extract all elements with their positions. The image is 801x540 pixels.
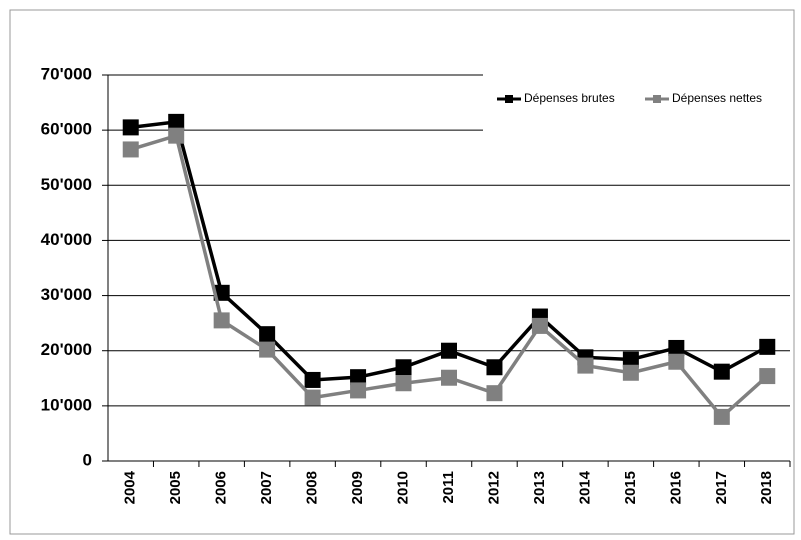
x-tick-label: 2005 xyxy=(167,471,184,504)
legend-label: Dépenses brutes xyxy=(524,91,615,105)
x-tick-label: 2009 xyxy=(349,471,366,504)
data-point xyxy=(350,369,367,386)
x-tick-label: 2007 xyxy=(258,471,275,504)
legend-box xyxy=(483,68,792,132)
data-point xyxy=(259,341,276,358)
data-point xyxy=(668,339,685,356)
y-tick-label: 40'000 xyxy=(41,230,92,249)
legend-marker xyxy=(653,95,661,103)
data-point xyxy=(759,368,776,385)
data-point xyxy=(713,363,730,380)
x-tick-label: 2010 xyxy=(395,471,412,504)
data-point xyxy=(486,385,503,402)
y-tick-label: 30'000 xyxy=(41,285,92,304)
data-point xyxy=(441,369,457,386)
data-point xyxy=(395,359,412,376)
data-point xyxy=(350,382,367,399)
data-point xyxy=(304,371,321,388)
data-point xyxy=(168,113,185,130)
data-point xyxy=(441,342,457,359)
x-tick-label: 2015 xyxy=(622,471,639,504)
data-point xyxy=(577,357,594,374)
data-point xyxy=(213,312,230,329)
y-tick-label: 20'000 xyxy=(41,340,92,359)
x-tick-label: 2018 xyxy=(758,471,775,504)
data-point xyxy=(622,351,639,368)
x-tick-label: 2011 xyxy=(440,471,457,504)
data-point xyxy=(122,119,139,136)
data-point xyxy=(713,408,730,425)
x-tick-label: 2013 xyxy=(531,471,548,504)
x-tick-label: 2012 xyxy=(485,471,502,504)
data-point xyxy=(622,364,639,381)
x-tick-label: 2017 xyxy=(713,471,730,504)
x-tick-label: 2006 xyxy=(213,471,230,504)
y-tick-label: 70'000 xyxy=(41,64,92,83)
data-point xyxy=(668,353,685,370)
y-tick-label: 50'000 xyxy=(41,175,92,194)
data-point xyxy=(122,141,139,158)
legend-label: Dépenses nettes xyxy=(672,91,762,105)
data-point xyxy=(395,375,412,392)
x-tick-label: 2004 xyxy=(122,470,139,504)
y-tick-label: 0 xyxy=(83,450,92,469)
chart-frame xyxy=(9,9,795,535)
data-point xyxy=(304,389,321,406)
data-point xyxy=(486,359,503,376)
data-point xyxy=(168,127,185,144)
y-tick-label: 10'000 xyxy=(41,395,92,414)
data-point xyxy=(759,338,776,355)
x-tick-label: 2008 xyxy=(304,471,321,504)
legend-marker xyxy=(505,95,513,103)
y-tick-label: 60'000 xyxy=(41,120,92,139)
x-tick-label: 2016 xyxy=(667,471,684,504)
data-point xyxy=(531,317,548,334)
data-point xyxy=(259,326,276,343)
x-tick-label: 2014 xyxy=(576,470,593,504)
